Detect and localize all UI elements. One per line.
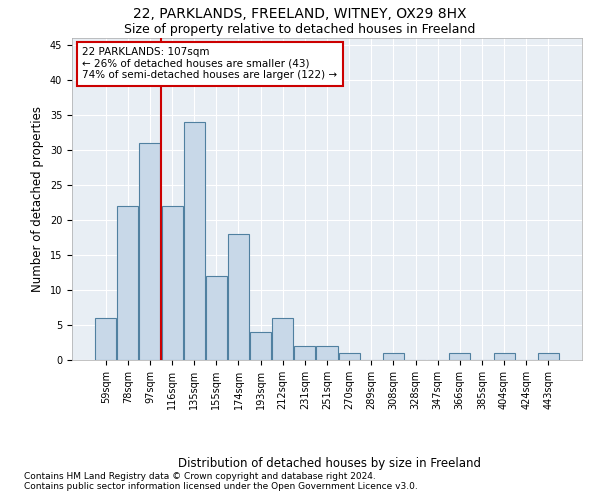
Bar bbox=[383, 353, 404, 360]
Bar bbox=[316, 346, 338, 360]
Bar bbox=[449, 353, 470, 360]
Bar bbox=[250, 332, 271, 360]
Bar bbox=[494, 353, 515, 360]
Bar bbox=[228, 234, 249, 360]
Text: Contains public sector information licensed under the Open Government Licence v3: Contains public sector information licen… bbox=[24, 482, 418, 491]
Text: 22 PARKLANDS: 107sqm
← 26% of detached houses are smaller (43)
74% of semi-detac: 22 PARKLANDS: 107sqm ← 26% of detached h… bbox=[82, 47, 337, 80]
Text: Contains HM Land Registry data © Crown copyright and database right 2024.: Contains HM Land Registry data © Crown c… bbox=[24, 472, 376, 481]
Y-axis label: Number of detached properties: Number of detached properties bbox=[31, 106, 44, 292]
Bar bbox=[95, 318, 116, 360]
Bar bbox=[184, 122, 205, 360]
Text: 22, PARKLANDS, FREELAND, WITNEY, OX29 8HX: 22, PARKLANDS, FREELAND, WITNEY, OX29 8H… bbox=[133, 8, 467, 22]
Bar bbox=[161, 206, 182, 360]
Bar bbox=[272, 318, 293, 360]
Text: Distribution of detached houses by size in Freeland: Distribution of detached houses by size … bbox=[179, 458, 482, 470]
Text: Size of property relative to detached houses in Freeland: Size of property relative to detached ho… bbox=[124, 22, 476, 36]
Bar bbox=[118, 206, 139, 360]
Bar bbox=[206, 276, 227, 360]
Bar bbox=[139, 142, 160, 360]
Bar bbox=[338, 353, 359, 360]
Bar bbox=[538, 353, 559, 360]
Bar bbox=[295, 346, 316, 360]
